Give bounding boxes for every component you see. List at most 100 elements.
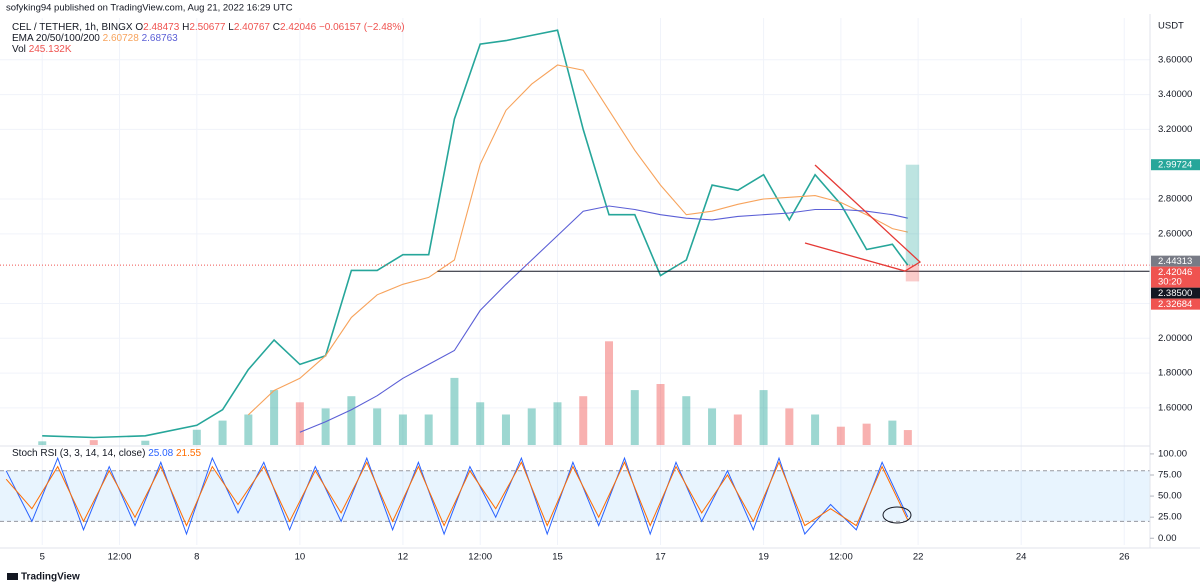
y-tick-label: 3.40000 xyxy=(1158,89,1192,100)
legend-ema: EMA 20/50/100/200 2.60728 2.68763 xyxy=(12,33,178,44)
stoch-line xyxy=(5,456,909,536)
ohlc-key: C xyxy=(273,22,280,33)
price-label-box xyxy=(1151,255,1200,267)
volume-bar xyxy=(888,420,897,445)
volume-bar xyxy=(579,396,588,445)
volume-bar xyxy=(527,408,536,445)
vol-value: 245.132K xyxy=(29,44,72,55)
volume-bar xyxy=(605,341,614,445)
symbol: CEL / TETHER, 1h, BINGX xyxy=(12,22,133,33)
volume-bar xyxy=(244,414,253,445)
y-tick-label: 1.60000 xyxy=(1158,402,1192,413)
x-tick-label: 5 xyxy=(40,552,45,563)
volume-bar xyxy=(862,423,871,445)
price-label-box xyxy=(1151,266,1200,288)
volume-bar xyxy=(295,402,304,445)
volume-bar xyxy=(398,414,407,445)
stoch-k-value: 25.08 xyxy=(148,448,173,459)
y-tick-label: 3.60000 xyxy=(1158,54,1192,65)
volume-bar xyxy=(501,414,510,445)
stoch-title: Stoch RSI (3, 3, 14, 14, close) xyxy=(12,448,145,459)
volume-bar xyxy=(656,384,665,445)
x-tick-label: 12:00 xyxy=(829,552,853,563)
x-tick-label: 12:00 xyxy=(108,552,132,563)
ohlc-key: H xyxy=(182,22,189,33)
volume-bar xyxy=(321,408,330,445)
published: sofyking94 published on TradingView.com,… xyxy=(6,3,293,14)
grid xyxy=(0,18,1150,545)
volume-bar xyxy=(903,430,912,445)
circle-drawing xyxy=(882,506,912,524)
volume-bar xyxy=(192,429,201,445)
currency: USDT xyxy=(1158,21,1184,32)
price-label-sub: 30:20 xyxy=(1158,277,1182,288)
ohlc-value: 2.40767 xyxy=(234,22,271,33)
volume-bar xyxy=(836,426,845,445)
ema-value: 2.60728 xyxy=(103,33,140,44)
vol-title: Vol xyxy=(12,44,26,55)
ema-value: 2.68763 xyxy=(142,33,179,44)
volume-bar xyxy=(630,390,639,445)
x-tick-label: 17 xyxy=(655,552,666,563)
ema-line xyxy=(247,64,908,416)
position-stop xyxy=(905,265,920,282)
footer: TradingView xyxy=(21,572,80,583)
x-tick-label: 26 xyxy=(1119,552,1130,563)
price-label: 2.38500 xyxy=(1158,288,1192,299)
y-tick-label: 1.80000 xyxy=(1158,368,1192,379)
stoch-tick-label: 100.00 xyxy=(1158,448,1187,459)
price-label: 2.99724 xyxy=(1158,160,1192,171)
volume-bar xyxy=(450,377,459,445)
x-tick-label: 24 xyxy=(1016,552,1027,563)
price-label-box xyxy=(1151,287,1200,299)
x-tick-label: 19 xyxy=(758,552,769,563)
x-tick-label: 15 xyxy=(552,552,563,563)
volume-bar xyxy=(424,414,433,445)
volume-bar xyxy=(89,440,98,445)
price-line xyxy=(42,29,909,439)
volume-bar xyxy=(373,408,382,445)
x-tick-label: 8 xyxy=(194,552,199,563)
volume-bar xyxy=(759,390,768,445)
ohlc-value: 2.50677 xyxy=(189,22,226,33)
x-tick-label: 22 xyxy=(913,552,924,563)
ema-line xyxy=(299,205,908,433)
price-label-box xyxy=(1151,159,1200,171)
volume-bar xyxy=(811,414,820,445)
ohlc-key: O xyxy=(135,22,143,33)
price-label-box xyxy=(1151,298,1200,310)
price-label: 2.32684 xyxy=(1158,299,1192,310)
ema-title: EMA 20/50/100/200 xyxy=(12,33,100,44)
legend-vol: Vol 245.132K xyxy=(12,44,72,55)
volume-bar xyxy=(682,396,691,445)
price-label: 2.42046 xyxy=(1158,267,1192,278)
volume-bar xyxy=(733,414,742,445)
legend-main: CEL / TETHER, 1h, BINGX O2.48473 H2.5067… xyxy=(12,22,405,33)
volume-bar xyxy=(141,440,150,445)
stoch-tick-label: 25.00 xyxy=(1158,512,1182,523)
volume-bar xyxy=(347,396,356,445)
x-tick-label: 12:00 xyxy=(468,552,492,563)
position-target xyxy=(905,164,920,266)
marks xyxy=(0,29,1150,536)
stoch-tick-label: 50.00 xyxy=(1158,491,1182,502)
x-tick-label: 12 xyxy=(398,552,409,563)
y-tick-label: 2.80000 xyxy=(1158,194,1192,205)
volume-bar xyxy=(476,402,485,445)
price-label: 2.44313 xyxy=(1158,256,1192,267)
stoch-tick-label: 75.00 xyxy=(1158,470,1182,481)
y-tick-label: 2.00000 xyxy=(1158,333,1192,344)
logo xyxy=(7,573,18,580)
wedge-drawing xyxy=(804,164,922,272)
y-tick-label: 2.60000 xyxy=(1158,228,1192,239)
legend-stoch: Stoch RSI (3, 3, 14, 14, close) 25.08 21… xyxy=(12,448,201,459)
volume-bar xyxy=(785,408,794,445)
volume-bar xyxy=(218,420,227,445)
ohlc-key: L xyxy=(228,22,234,33)
volume-bar xyxy=(708,408,717,445)
y-tick-label: 3.20000 xyxy=(1158,124,1192,135)
ohlc-value: 2.42046 xyxy=(280,22,317,33)
volume-bar xyxy=(270,390,279,445)
